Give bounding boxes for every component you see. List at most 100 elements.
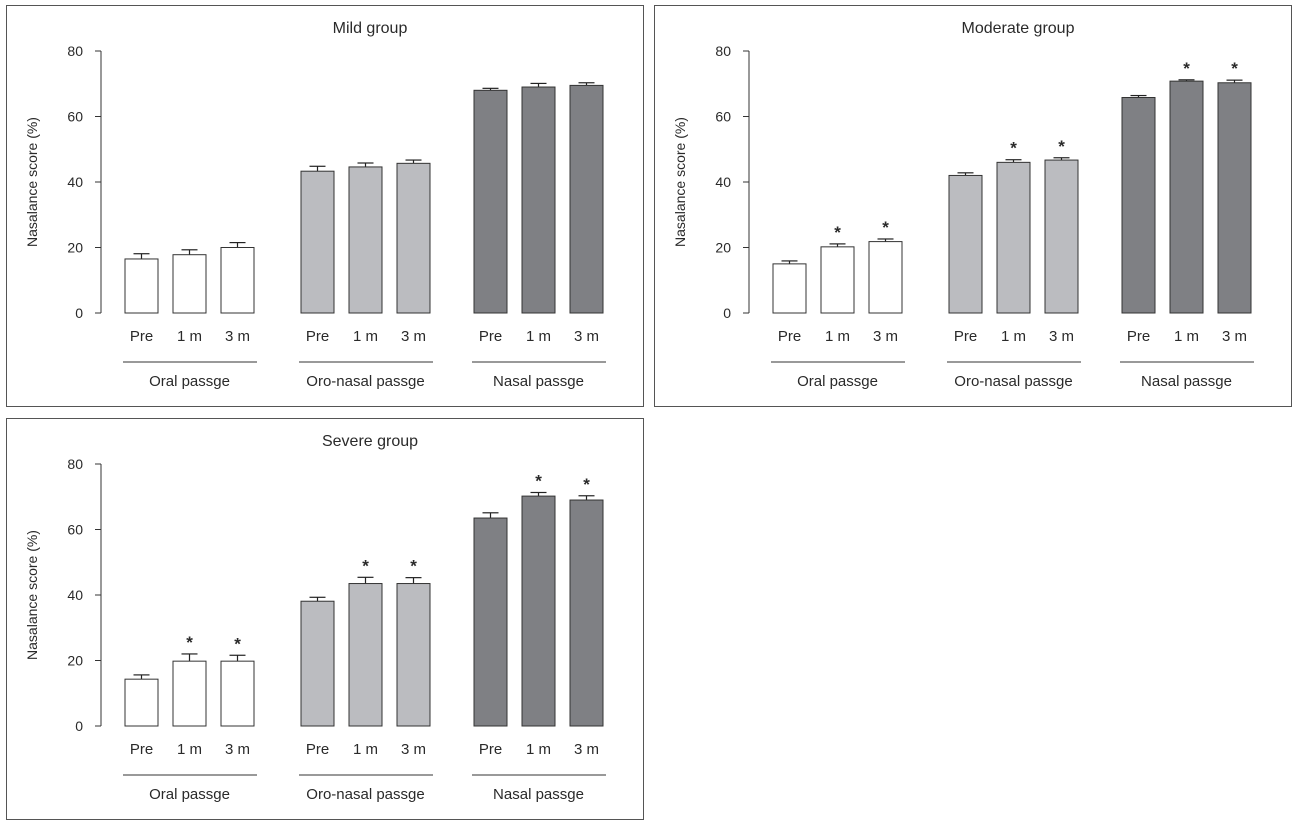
significance-marker: * [1183, 59, 1190, 78]
category-label: Pre [130, 741, 153, 758]
category-label: 1 m [526, 328, 551, 345]
bar [396, 583, 431, 727]
category-label: Pre [778, 328, 801, 345]
y-tick-label: 60 [67, 109, 83, 125]
significance-marker: * [1058, 137, 1065, 156]
bar [220, 660, 255, 727]
moderate-group-chart: Moderate group 0 20 40 60 80 Nasalance score (… [672, 20, 1254, 390]
significance-marker: * [234, 634, 241, 653]
category-label: 3 m [225, 328, 250, 345]
category-label: Pre [306, 328, 329, 345]
category-label: 1 m [825, 328, 850, 345]
significance-marker: * [362, 556, 369, 575]
y-tick-label: 40 [67, 587, 83, 603]
category-label: Pre [479, 741, 502, 758]
category-label: Pre [954, 328, 977, 345]
bar [569, 84, 604, 314]
category-label: 1 m [1174, 328, 1199, 345]
group-label: Oral passge [149, 786, 230, 803]
group-label: Nasal passge [493, 373, 584, 390]
y-tick-label: 0 [75, 718, 83, 734]
category-label: Pre [479, 328, 502, 345]
category-label: 3 m [873, 328, 898, 345]
category-label: 3 m [401, 741, 426, 758]
y-tick-label: 20 [67, 653, 83, 669]
category-label: 1 m [353, 328, 378, 345]
bar [348, 166, 383, 314]
bar [1121, 97, 1156, 314]
bar [772, 263, 807, 314]
bar [396, 162, 431, 314]
bar [521, 495, 556, 727]
y-axis-label: Nasalance score (%) [24, 117, 40, 247]
category-label: 1 m [177, 328, 202, 345]
category-label: 3 m [574, 328, 599, 345]
chart-title: Severe group [322, 433, 418, 450]
bar [124, 258, 159, 314]
group-label: Oro-nasal passge [306, 373, 424, 390]
mild-group-panel: Mild group 0 20 40 60 80 Nasalance score (%) Pr… [6, 5, 644, 407]
y-axis-label: Nasalance score (%) [24, 530, 40, 660]
y-axis-label: Nasalance score (%) [672, 117, 688, 247]
chart-title: Mild group [333, 20, 408, 37]
mild-group-chart: Mild group 0 20 40 60 80 Nasalance score (%) Pr… [24, 20, 606, 390]
y-tick-label: 60 [715, 109, 731, 125]
moderate-group-panel: Moderate group 0 20 40 60 80 Nasalance score (… [654, 5, 1292, 407]
y-tick-label: 40 [715, 174, 731, 190]
bar [220, 247, 255, 314]
group-label: Nasal passge [1141, 373, 1232, 390]
significance-marker: * [535, 471, 542, 490]
category-label: Pre [130, 328, 153, 345]
bar [300, 600, 335, 727]
bar [996, 161, 1031, 314]
category-label: 1 m [1001, 328, 1026, 345]
bar [348, 583, 383, 727]
significance-marker: * [882, 218, 889, 237]
category-label: 3 m [574, 741, 599, 758]
category-label: 3 m [1049, 328, 1074, 345]
bar [569, 499, 604, 727]
bar [521, 86, 556, 314]
category-label: 3 m [401, 328, 426, 345]
category-label: 1 m [353, 741, 378, 758]
y-tick-label: 80 [67, 43, 83, 59]
y-tick-label: 20 [67, 240, 83, 256]
y-tick-label: 20 [715, 240, 731, 256]
bar [172, 660, 207, 727]
category-label: 1 m [177, 741, 202, 758]
bar [820, 246, 855, 314]
group-label: Oro-nasal passge [306, 786, 424, 803]
significance-marker: * [410, 557, 417, 576]
bar [124, 678, 159, 727]
group-label: Oral passge [149, 373, 230, 390]
severe-group-chart: Severe group 0 20 40 60 80 Nasalance score (%)… [24, 433, 606, 803]
y-tick-label: 0 [75, 305, 83, 321]
category-label: 3 m [1222, 328, 1247, 345]
bar [948, 174, 983, 314]
category-label: Pre [306, 741, 329, 758]
bar [1217, 82, 1252, 314]
y-tick-label: 80 [715, 43, 731, 59]
bar [300, 170, 335, 314]
y-tick-label: 80 [67, 456, 83, 472]
category-label: 1 m [526, 741, 551, 758]
bar [172, 254, 207, 314]
y-tick-label: 40 [67, 174, 83, 190]
category-label: Pre [1127, 328, 1150, 345]
category-label: 3 m [225, 741, 250, 758]
significance-marker: * [834, 223, 841, 242]
bar [473, 89, 508, 314]
bar [473, 517, 508, 727]
bar [868, 241, 903, 314]
y-tick-label: 0 [723, 305, 731, 321]
severe-group-panel: Severe group 0 20 40 60 80 Nasalance score (%)… [6, 418, 644, 820]
significance-marker: * [1010, 139, 1017, 158]
y-tick-label: 60 [67, 522, 83, 538]
significance-marker: * [186, 633, 193, 652]
group-label: Nasal passge [493, 786, 584, 803]
bar [1169, 80, 1204, 314]
bar [1044, 159, 1079, 314]
group-label: Oro-nasal passge [954, 373, 1072, 390]
chart-title: Moderate group [962, 20, 1075, 37]
significance-marker: * [583, 475, 590, 494]
